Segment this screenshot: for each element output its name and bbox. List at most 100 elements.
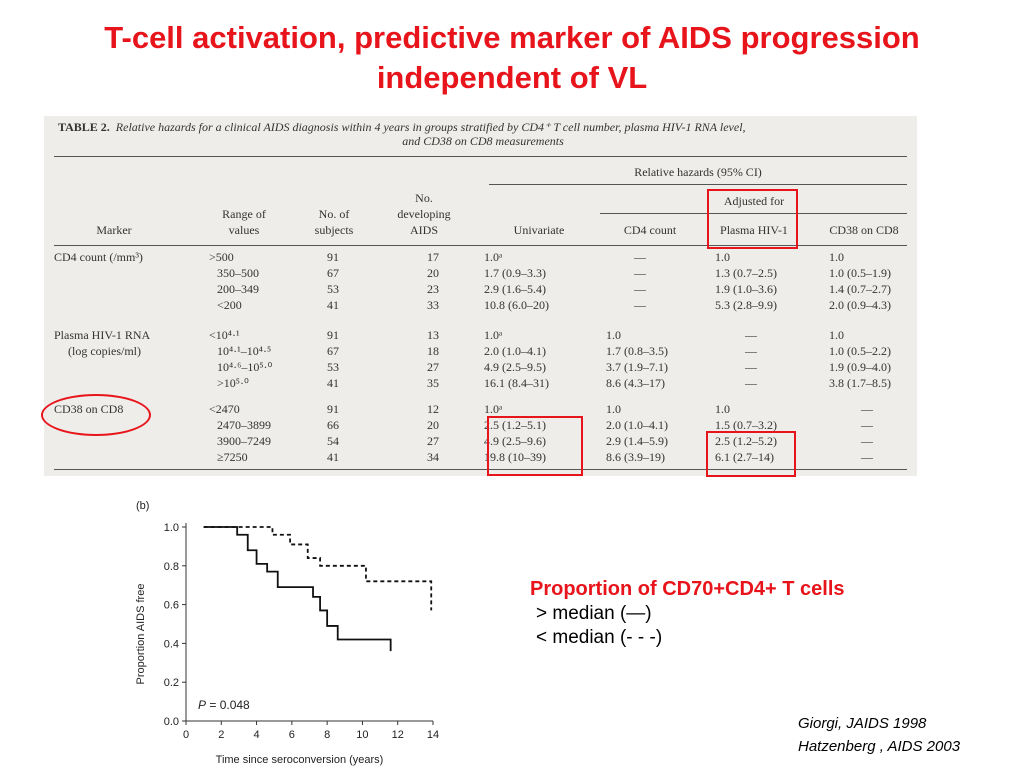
- y-tick-label: 0.6: [164, 600, 179, 612]
- cell-univariate: 2.5 (1.2–5.1): [484, 418, 546, 432]
- cell-cd38: 1.0 (0.5–1.9): [829, 266, 891, 280]
- cell-subjects: 41: [327, 450, 339, 464]
- cell-range: ≥7250: [217, 450, 248, 464]
- cell-plasma: 1.9 (1.0–3.6): [715, 282, 777, 296]
- cell-univariate: 1.0ᵃ: [484, 402, 503, 416]
- cell-plasma: —: [745, 376, 757, 390]
- slide-title-line2: independent of VL: [376, 60, 648, 95]
- row-group-label: CD4 count (/mm³): [54, 250, 143, 264]
- cell-range: 2470–3899: [217, 418, 271, 432]
- cell-range: >500: [209, 250, 234, 264]
- header-range-2: values: [228, 223, 260, 237]
- cell-range: <2470: [209, 402, 240, 416]
- cell-aids: 35: [427, 376, 439, 390]
- cell-cd38: 1.0 (0.5–2.2): [829, 344, 891, 358]
- header-aids-2: developing: [397, 207, 451, 221]
- cell-subjects: 91: [327, 328, 339, 342]
- cell-cd4: 1.7 (0.8–3.5): [606, 344, 668, 358]
- cell-univariate: 1.0ᵃ: [484, 250, 503, 264]
- highlight-plasma-header: [707, 189, 798, 249]
- header-aids-1: No.: [415, 191, 433, 205]
- cell-subjects: 41: [327, 376, 339, 390]
- panel-label: (b): [136, 500, 149, 512]
- cell-aids: 27: [427, 360, 439, 374]
- cell-aids: 17: [427, 250, 439, 264]
- cell-range: 3900–7249: [217, 434, 271, 448]
- cell-univariate: 10.8 (6.0–20): [484, 298, 549, 312]
- header-cd4-count: CD4 count: [623, 223, 677, 237]
- cell-range: >10⁵·⁰: [217, 376, 249, 390]
- slide-title: T-cell activation, predictive marker of …: [0, 18, 1024, 98]
- header-subjects-1: No. of: [318, 207, 350, 221]
- row-group-sublabel: (log copies/ml): [68, 344, 141, 358]
- x-tick-label: 2: [218, 729, 224, 741]
- cell-subjects: 41: [327, 298, 339, 312]
- cell-subjects: 67: [327, 266, 339, 280]
- references: Giorgi, JAIDS 1998 Hatzenberg , AIDS 200…: [798, 712, 960, 758]
- x-tick-label: 0: [183, 729, 189, 741]
- highlight-univariate-cells: [487, 416, 583, 476]
- header-cd38-on-cd8: CD38 on CD8: [829, 223, 899, 237]
- relative-hazards-rule: [489, 184, 907, 185]
- cell-cd4: 2.0 (1.0–4.1): [606, 418, 668, 432]
- cell-cd38: —: [861, 402, 873, 416]
- cell-cd4: —: [634, 250, 646, 264]
- x-tick-label: 6: [289, 729, 295, 741]
- cell-plasma: —: [745, 360, 757, 374]
- table-caption-label: TABLE 2.: [58, 120, 110, 134]
- cell-univariate: 2.0 (1.0–4.1): [484, 344, 546, 358]
- header-bottom-rule: [54, 245, 907, 246]
- cell-aids: 13: [427, 328, 439, 342]
- legend-dashed-line: < median (- - -): [536, 627, 663, 648]
- cell-univariate: 1.0ᵃ: [484, 328, 503, 342]
- cell-plasma: 1.0: [715, 250, 730, 264]
- cell-cd38: 1.0: [829, 328, 844, 342]
- adjusted-for-rule: [600, 213, 907, 214]
- cell-plasma: —: [745, 328, 757, 342]
- cell-cd4: —: [634, 266, 646, 280]
- cell-cd4: 8.6 (3.9–19): [606, 450, 665, 464]
- header-relative-hazards: Relative hazards (95% CI): [634, 165, 762, 179]
- y-tick-label: 1.0: [164, 522, 179, 534]
- cell-plasma: 6.1 (2.7–14): [715, 450, 774, 464]
- header-adjusted-for: Adjusted for: [723, 194, 785, 208]
- cell-univariate: 4.9 (2.5–9.6): [484, 434, 546, 448]
- cell-cd38: 1.0: [829, 250, 844, 264]
- cell-cd38: 2.0 (0.9–4.3): [829, 298, 891, 312]
- cell-univariate: 1.7 (0.9–3.3): [484, 266, 546, 280]
- reference-2: Hatzenberg , AIDS 2003: [798, 738, 961, 755]
- slide-title-line1: T-cell activation, predictive marker of …: [104, 20, 920, 55]
- y-tick-label: 0.0: [164, 716, 179, 728]
- cell-range: <200: [217, 298, 242, 312]
- series-below-median-curve: [203, 526, 433, 611]
- x-tick-label: 14: [427, 729, 439, 741]
- cell-subjects: 91: [327, 402, 339, 416]
- cell-cd38: 1.4 (0.7–2.7): [829, 282, 891, 296]
- header-plasma-hiv: Plasma HIV-1: [720, 223, 788, 237]
- table-image: TABLE 2. Relative hazards for a clinical …: [41, 116, 917, 477]
- cell-aids: 20: [427, 266, 439, 280]
- cell-range: <10⁴·¹: [209, 328, 240, 342]
- cell-subjects: 91: [327, 250, 339, 264]
- cell-cd4: —: [634, 282, 646, 296]
- table-top-rule: [54, 156, 907, 157]
- cell-plasma: —: [745, 344, 757, 358]
- cell-subjects: 53: [327, 360, 339, 374]
- header-range-1: Range of: [222, 207, 266, 221]
- legend-solid-line: > median (—): [536, 603, 652, 624]
- cell-subjects: 53: [327, 282, 339, 296]
- cell-plasma: 1.5 (0.7–3.2): [715, 418, 777, 432]
- reference-1: Giorgi, JAIDS 1998: [798, 715, 927, 732]
- cell-univariate: 4.9 (2.5–9.5): [484, 360, 546, 374]
- y-tick-label: 0.8: [164, 561, 179, 573]
- header-subjects-2: subjects: [314, 223, 354, 237]
- cell-subjects: 54: [327, 434, 339, 448]
- cell-subjects: 67: [327, 344, 339, 358]
- row-group-label: Plasma HIV-1 RNA: [54, 328, 151, 342]
- cell-plasma: 1.3 (0.7–2.5): [715, 266, 777, 280]
- cell-aids: 23: [427, 282, 439, 296]
- cell-cd38: —: [861, 418, 873, 432]
- cell-subjects: 66: [327, 418, 339, 432]
- table-caption-line1: Relative hazards for a clinical AIDS dia…: [115, 120, 746, 134]
- header-univariate: Univariate: [513, 223, 565, 237]
